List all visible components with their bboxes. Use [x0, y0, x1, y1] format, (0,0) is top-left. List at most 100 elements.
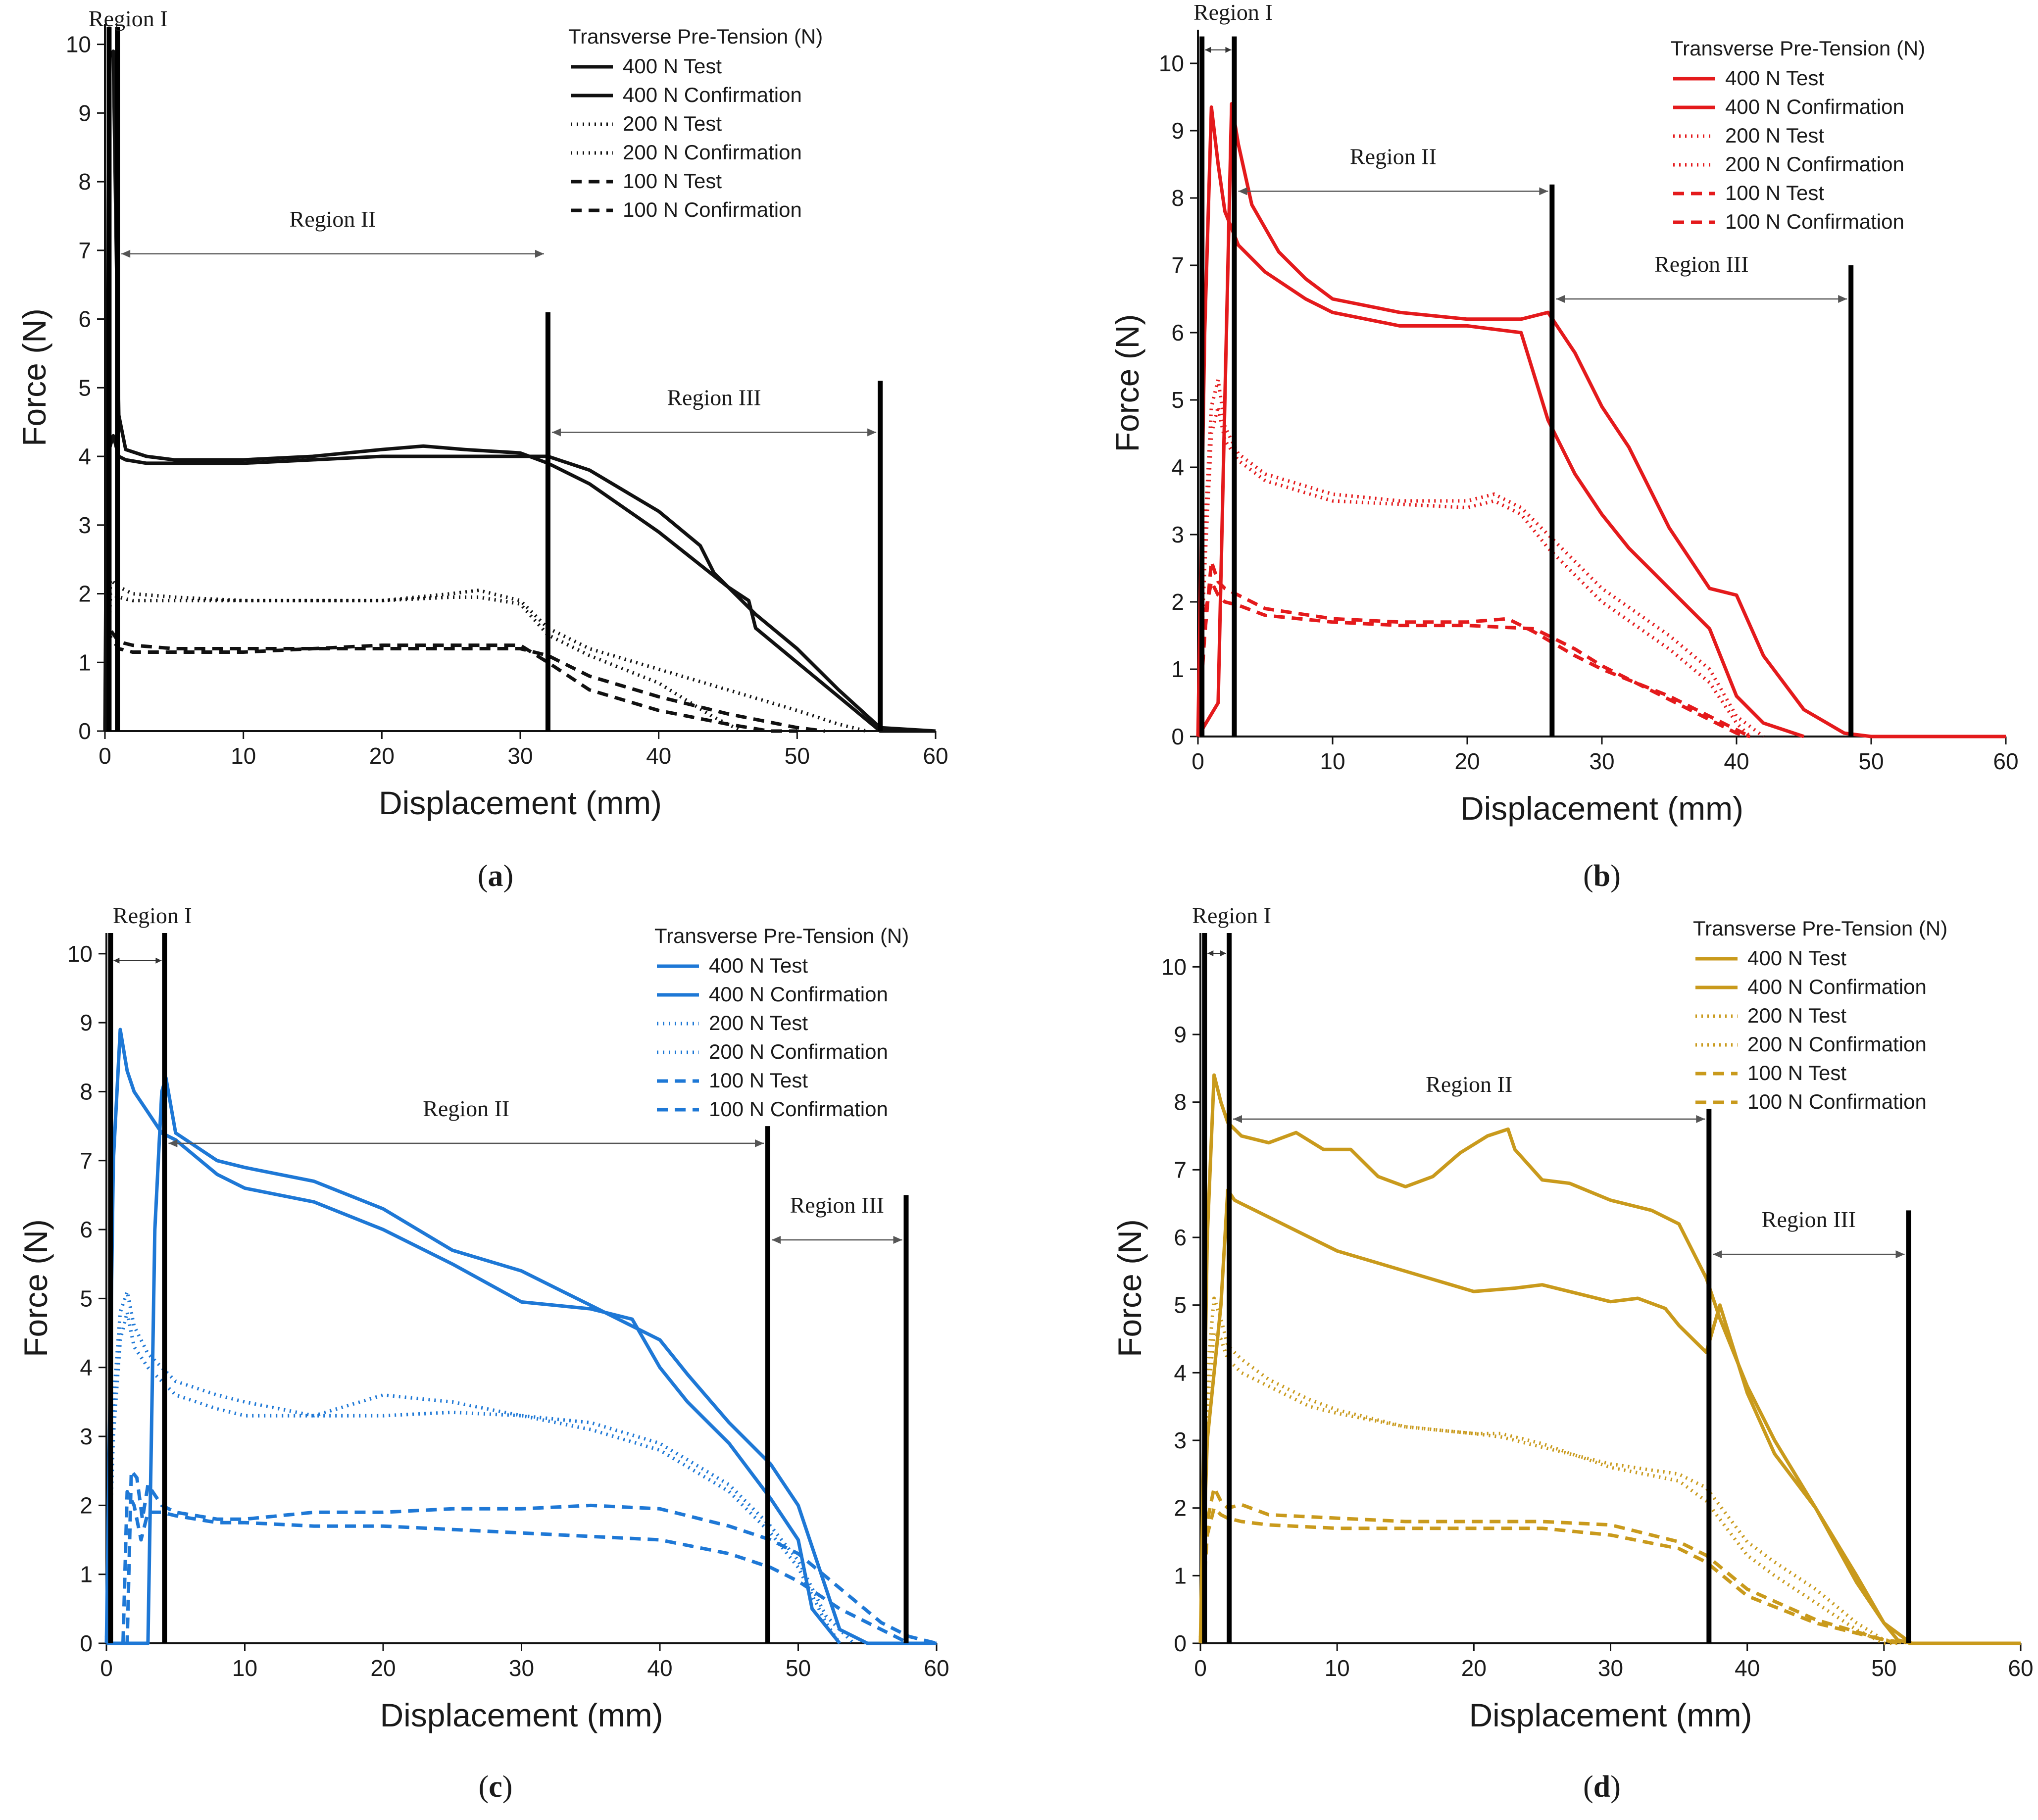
region-arrowhead	[1205, 47, 1211, 53]
region-arrowhead	[155, 957, 162, 964]
panel-b: 0 10 20 30 40 50 60 0 1 2 3 4 5 6 7 8 9 10 Displacement (m…	[1109, 0, 2019, 893]
legend-entry: 100 N Confirmation	[1747, 1090, 1927, 1113]
region-arrowhead	[772, 1235, 781, 1244]
x-tick-label: 30	[1598, 1655, 1623, 1681]
x-tick-label: 50	[1858, 748, 1884, 774]
y-tick-label: 8	[78, 169, 91, 195]
region-label: Region I	[113, 903, 192, 928]
legend: Transverse Pre-Tension (N) 400 N Test 400 …	[568, 25, 823, 221]
legend-entry: 400 N Confirmation	[1747, 975, 1927, 998]
region-arrowhead	[168, 1139, 178, 1147]
x-tick-label: 50	[786, 1655, 811, 1681]
y-tick-label: 0	[78, 718, 91, 744]
legend-entry: 400 N Confirmation	[623, 83, 802, 106]
x-tick-label: 50	[1871, 1655, 1896, 1681]
region-label: Region III	[1762, 1207, 1856, 1232]
y-tick-label: 9	[1174, 1022, 1187, 1047]
x-tick-label: 20	[1454, 748, 1480, 774]
y-tick-label: 5	[1171, 387, 1184, 413]
legend-title: Transverse Pre-Tension (N)	[1671, 37, 1925, 60]
series-line-100-n-confirmation	[1198, 1506, 1898, 1645]
legend-entry: 200 N Confirmation	[623, 141, 802, 164]
series-line-100-n-confirmation	[106, 1490, 910, 1645]
x-tick-label: 40	[1724, 748, 1749, 774]
x-tick-label: 10	[1320, 748, 1345, 774]
region-arrowhead	[1539, 187, 1548, 196]
y-tick-label: 5	[1174, 1292, 1187, 1318]
y-tick-label: 3	[1171, 522, 1184, 547]
y-tick-label: 9	[80, 1010, 93, 1035]
region-arrowhead	[867, 428, 877, 437]
y-tick-label: 7	[78, 238, 91, 263]
y-tick-label: 5	[78, 375, 91, 400]
x-tick-label: 30	[507, 743, 533, 769]
y-axis-label: Force (N)	[17, 1219, 54, 1357]
x-tick-label: 0	[1192, 748, 1204, 774]
y-tick-label: 6	[1174, 1225, 1187, 1250]
x-axis-label: Displacement (mm)	[379, 785, 662, 821]
region-arrowhead	[1838, 295, 1847, 303]
legend-title: Transverse Pre-Tension (N)	[568, 25, 823, 48]
series-line-100-n-test	[106, 1469, 937, 1645]
y-tick-label: 3	[80, 1424, 93, 1449]
y-tick-label: 0	[80, 1630, 93, 1656]
region-label: Region II	[1350, 144, 1437, 169]
y-tick-label: 9	[1171, 118, 1184, 144]
x-tick-label: 60	[924, 1655, 949, 1681]
x-tick-label: 60	[1993, 748, 2018, 774]
x-axis-label: Displacement (mm)	[380, 1697, 663, 1733]
y-tick-label: 0	[1174, 1630, 1187, 1656]
series-line-100-n-test	[1198, 1486, 1912, 1645]
y-tick-label: 7	[80, 1148, 93, 1174]
region-label: Region I	[1192, 903, 1271, 928]
legend-entry: 200 N Confirmation	[709, 1040, 888, 1063]
y-tick-label: 4	[78, 443, 91, 469]
x-tick-label: 30	[509, 1655, 534, 1681]
y-tick-label: 2	[1171, 589, 1184, 615]
legend: Transverse Pre-Tension (N) 400 N Test 400 …	[1693, 917, 1947, 1113]
legend-entry: 100 N Test	[623, 169, 722, 193]
panel-d: 0 10 20 30 40 50 60 0 1 2 3 4 5 6 7 8 9 10 Displacement (m…	[1111, 903, 2034, 1804]
region-label: Region III	[667, 385, 761, 410]
legend-entry: 100 N Confirmation	[709, 1097, 888, 1121]
region-arrowhead	[1238, 187, 1247, 196]
legend-entry: 200 N Confirmation	[1747, 1033, 1927, 1056]
region-arrowhead	[551, 428, 561, 437]
legend-entry: 200 N Test	[1725, 124, 1824, 147]
region-arrowhead	[755, 1139, 764, 1147]
series-line-400-n-test	[1196, 102, 2006, 738]
legend-entry: 400 N Test	[1725, 66, 1824, 90]
legend-entry: 100 N Confirmation	[1725, 210, 1904, 233]
y-tick-label: 1	[1171, 656, 1184, 682]
legend-entry: 200 N Test	[709, 1011, 808, 1034]
region-label: Region II	[1426, 1072, 1512, 1097]
series-line-400-n-confirmation	[104, 1028, 842, 1645]
x-tick-label: 40	[1735, 1655, 1760, 1681]
x-tick-label: 40	[646, 743, 671, 769]
x-tick-label: 10	[1325, 1655, 1350, 1681]
y-tick-label: 6	[1171, 320, 1184, 345]
legend-entry: 100 N Confirmation	[623, 198, 802, 221]
y-tick-label: 8	[80, 1079, 93, 1104]
x-tick-label: 40	[647, 1655, 672, 1681]
series-line-200-n-test	[104, 1290, 855, 1645]
series-line-200-n-test	[1198, 1296, 1912, 1645]
x-tick-label: 30	[1589, 748, 1614, 774]
series-line-100-n-confirmation	[1196, 580, 1751, 738]
y-tick-label: 6	[78, 306, 91, 332]
panel-c: 0 10 20 30 40 50 60 0 1 2 3 4 5 6 7 8 9 10 Displacement (m…	[17, 903, 949, 1804]
series-line-100-n-test	[103, 626, 825, 733]
x-axis-label: Displacement (mm)	[1469, 1697, 1752, 1733]
region-label: Region II	[423, 1096, 509, 1121]
region-arrowhead	[893, 1235, 902, 1244]
panel-label: (a)	[478, 859, 513, 893]
region-arrowhead	[1895, 1250, 1905, 1259]
series-line-400-n-test	[1198, 1073, 2021, 1645]
panel-label: (d)	[1583, 1770, 1621, 1804]
y-tick-label: 2	[1174, 1495, 1187, 1521]
region-label: Region I	[89, 6, 168, 31]
x-tick-label: 60	[923, 743, 948, 769]
region-arrowhead	[1713, 1250, 1722, 1259]
